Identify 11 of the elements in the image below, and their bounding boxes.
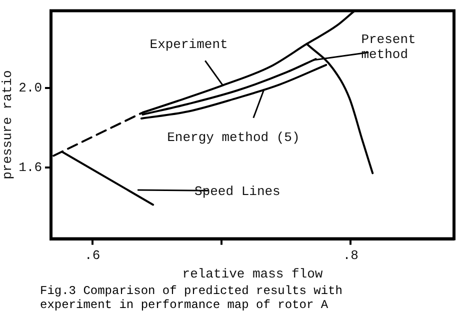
x-tick-label: .6 <box>84 248 100 264</box>
annotation: Speed Lines <box>194 184 282 199</box>
y-axis-title: pressure ratio <box>0 70 16 180</box>
y-tick-label: 2.0 <box>18 80 42 96</box>
x-axis-title: relative mass flow <box>182 266 323 282</box>
caption: Fig.3 Comparison of predicted results with experiment in performance map of rotor A <box>40 284 344 312</box>
x-tick-label: .8 <box>342 248 358 264</box>
annotation: Experiment <box>150 36 229 52</box>
y-tick-label: 1.6 <box>18 160 42 175</box>
annotation: Energy method (5) <box>167 130 301 145</box>
annotation: Present method <box>361 32 417 62</box>
